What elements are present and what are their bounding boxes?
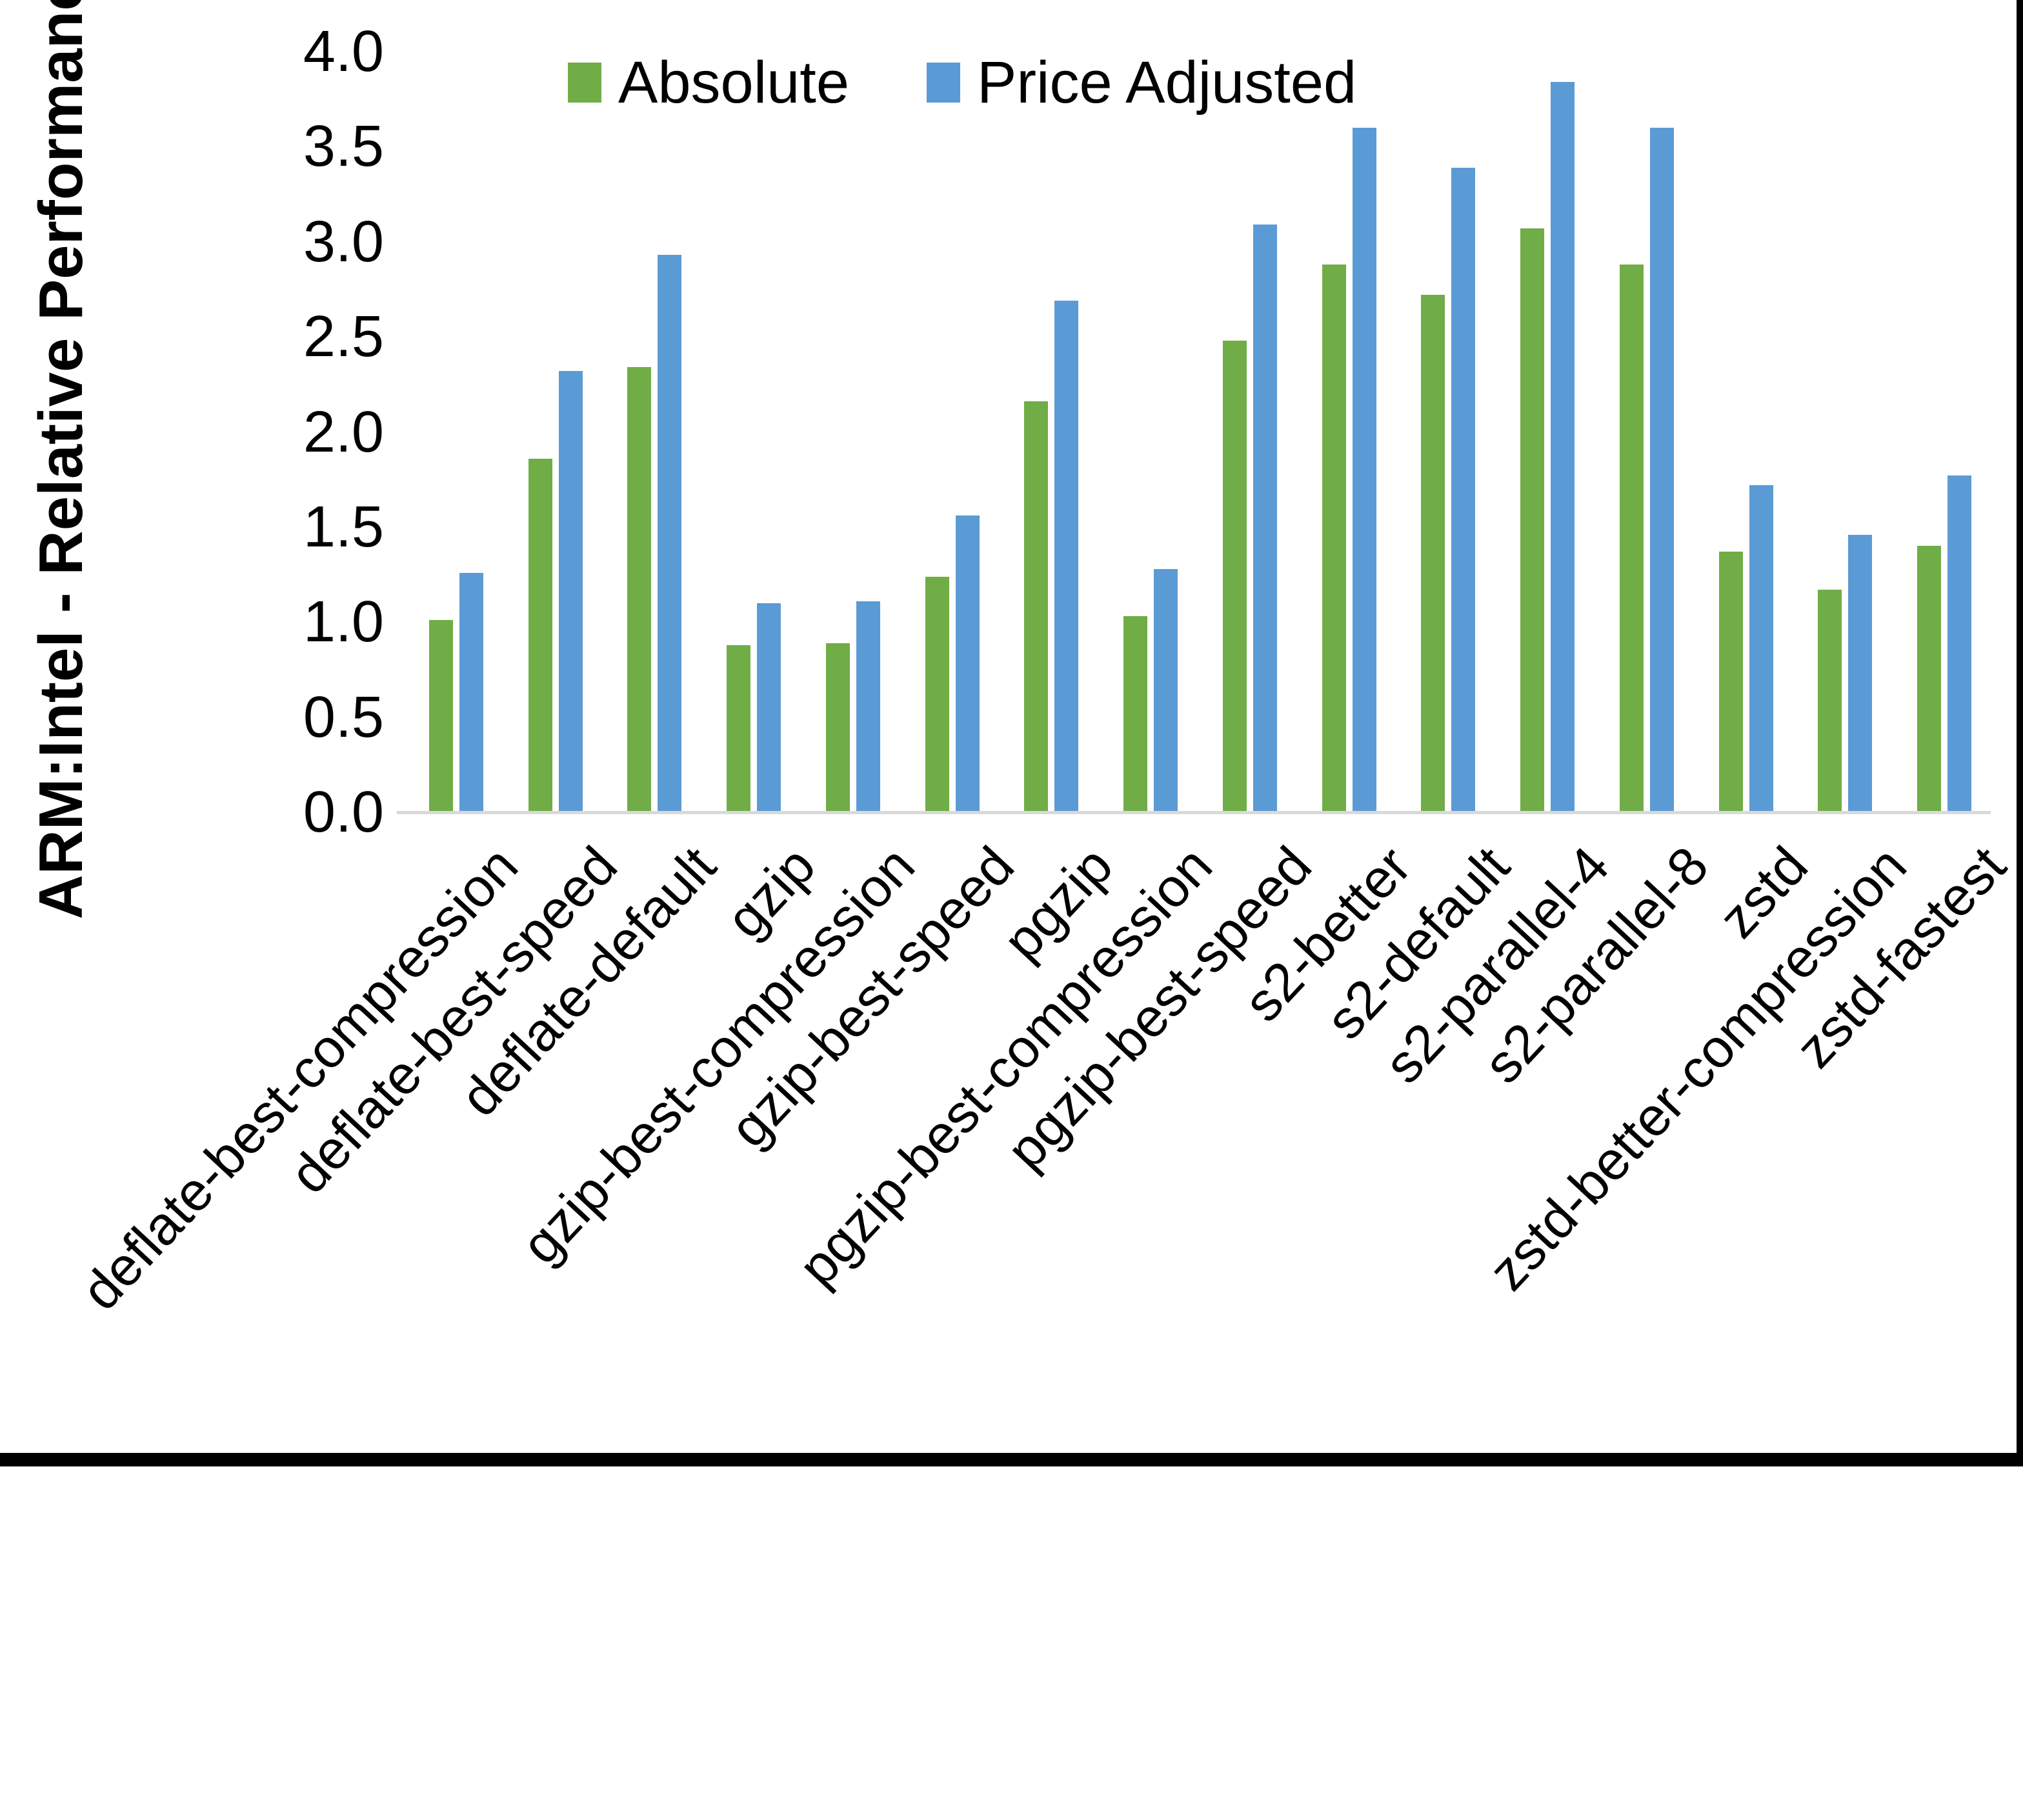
bar-price-adjusted-pgzip-best-compression bbox=[1154, 569, 1178, 812]
bar-price-adjusted-deflate-default bbox=[658, 255, 681, 812]
frame-border-bottom bbox=[0, 1453, 2023, 1466]
bar-absolute-pgzip-best-speed bbox=[1223, 341, 1247, 812]
bar-absolute-s2-better bbox=[1322, 265, 1346, 812]
bar-price-adjusted-s2-parallel-4 bbox=[1551, 82, 1575, 812]
bar-price-adjusted-gzip-best-speed bbox=[956, 515, 980, 812]
y-tick-label: 1.0 bbox=[303, 590, 384, 655]
legend: Absolute Price Adjusted bbox=[568, 53, 1356, 112]
legend-swatch-icon bbox=[927, 63, 961, 103]
y-tick-label: 3.0 bbox=[303, 209, 384, 274]
bar-absolute-gzip-best-compression bbox=[826, 643, 850, 812]
bar-absolute-s2-default bbox=[1421, 295, 1445, 812]
y-tick-label: 0.5 bbox=[303, 685, 384, 750]
bar-absolute-deflate-default bbox=[627, 367, 651, 812]
y-tick-label: 2.0 bbox=[303, 399, 384, 465]
bar-price-adjusted-pgzip-best-speed bbox=[1253, 225, 1277, 812]
bar-price-adjusted-gzip bbox=[757, 603, 781, 812]
bar-price-adjusted-zstd bbox=[1749, 485, 1773, 812]
bar-absolute-zstd bbox=[1719, 552, 1743, 812]
bar-absolute-gzip bbox=[727, 645, 750, 812]
legend-item-absolute: Absolute bbox=[568, 53, 849, 112]
legend-item-price-adjusted: Price Adjusted bbox=[927, 53, 1356, 112]
bar-price-adjusted-deflate-best-compression bbox=[459, 573, 483, 812]
bar-absolute-deflate-best-compression bbox=[429, 620, 453, 812]
frame-border-right bbox=[2017, 0, 2023, 1466]
y-tick-label: 4.0 bbox=[303, 19, 384, 84]
y-tick-label: 1.5 bbox=[303, 494, 384, 559]
bar-absolute-zstd-fastest bbox=[1917, 546, 1941, 812]
bar-price-adjusted-zstd-better-compression bbox=[1848, 535, 1872, 812]
bar-absolute-zstd-better-compression bbox=[1818, 590, 1842, 812]
bar-absolute-gzip-best-speed bbox=[925, 577, 949, 812]
bar-price-adjusted-s2-default bbox=[1451, 168, 1475, 812]
y-tick-label: 3.5 bbox=[303, 114, 384, 179]
x-axis-line bbox=[397, 811, 1991, 814]
bar-absolute-s2-parallel-8 bbox=[1620, 265, 1644, 812]
bar-price-adjusted-pgzip bbox=[1054, 301, 1078, 812]
y-tick-label: 2.5 bbox=[303, 305, 384, 370]
bar-price-adjusted-deflate-best-speed bbox=[559, 371, 583, 812]
legend-label: Price Adjusted bbox=[977, 50, 1357, 115]
y-tick-label: 0.0 bbox=[303, 780, 384, 845]
y-axis-title: ARM:Intel - Relative Performance bbox=[26, 0, 96, 919]
bar-absolute-s2-parallel-4 bbox=[1520, 228, 1544, 812]
bar-absolute-pgzip-best-compression bbox=[1123, 616, 1147, 812]
bar-price-adjusted-gzip-best-compression bbox=[856, 601, 880, 812]
bar-price-adjusted-s2-better bbox=[1353, 128, 1376, 812]
bar-price-adjusted-zstd-fastest bbox=[1948, 475, 1971, 812]
legend-swatch-icon bbox=[568, 63, 601, 103]
bar-price-adjusted-s2-parallel-8 bbox=[1650, 128, 1674, 812]
bar-absolute-deflate-best-speed bbox=[528, 459, 552, 812]
legend-label: Absolute bbox=[618, 50, 850, 115]
chart-canvas: ARM:Intel - Relative Performance Absolut… bbox=[0, 0, 2023, 1466]
bar-absolute-pgzip bbox=[1024, 401, 1048, 812]
